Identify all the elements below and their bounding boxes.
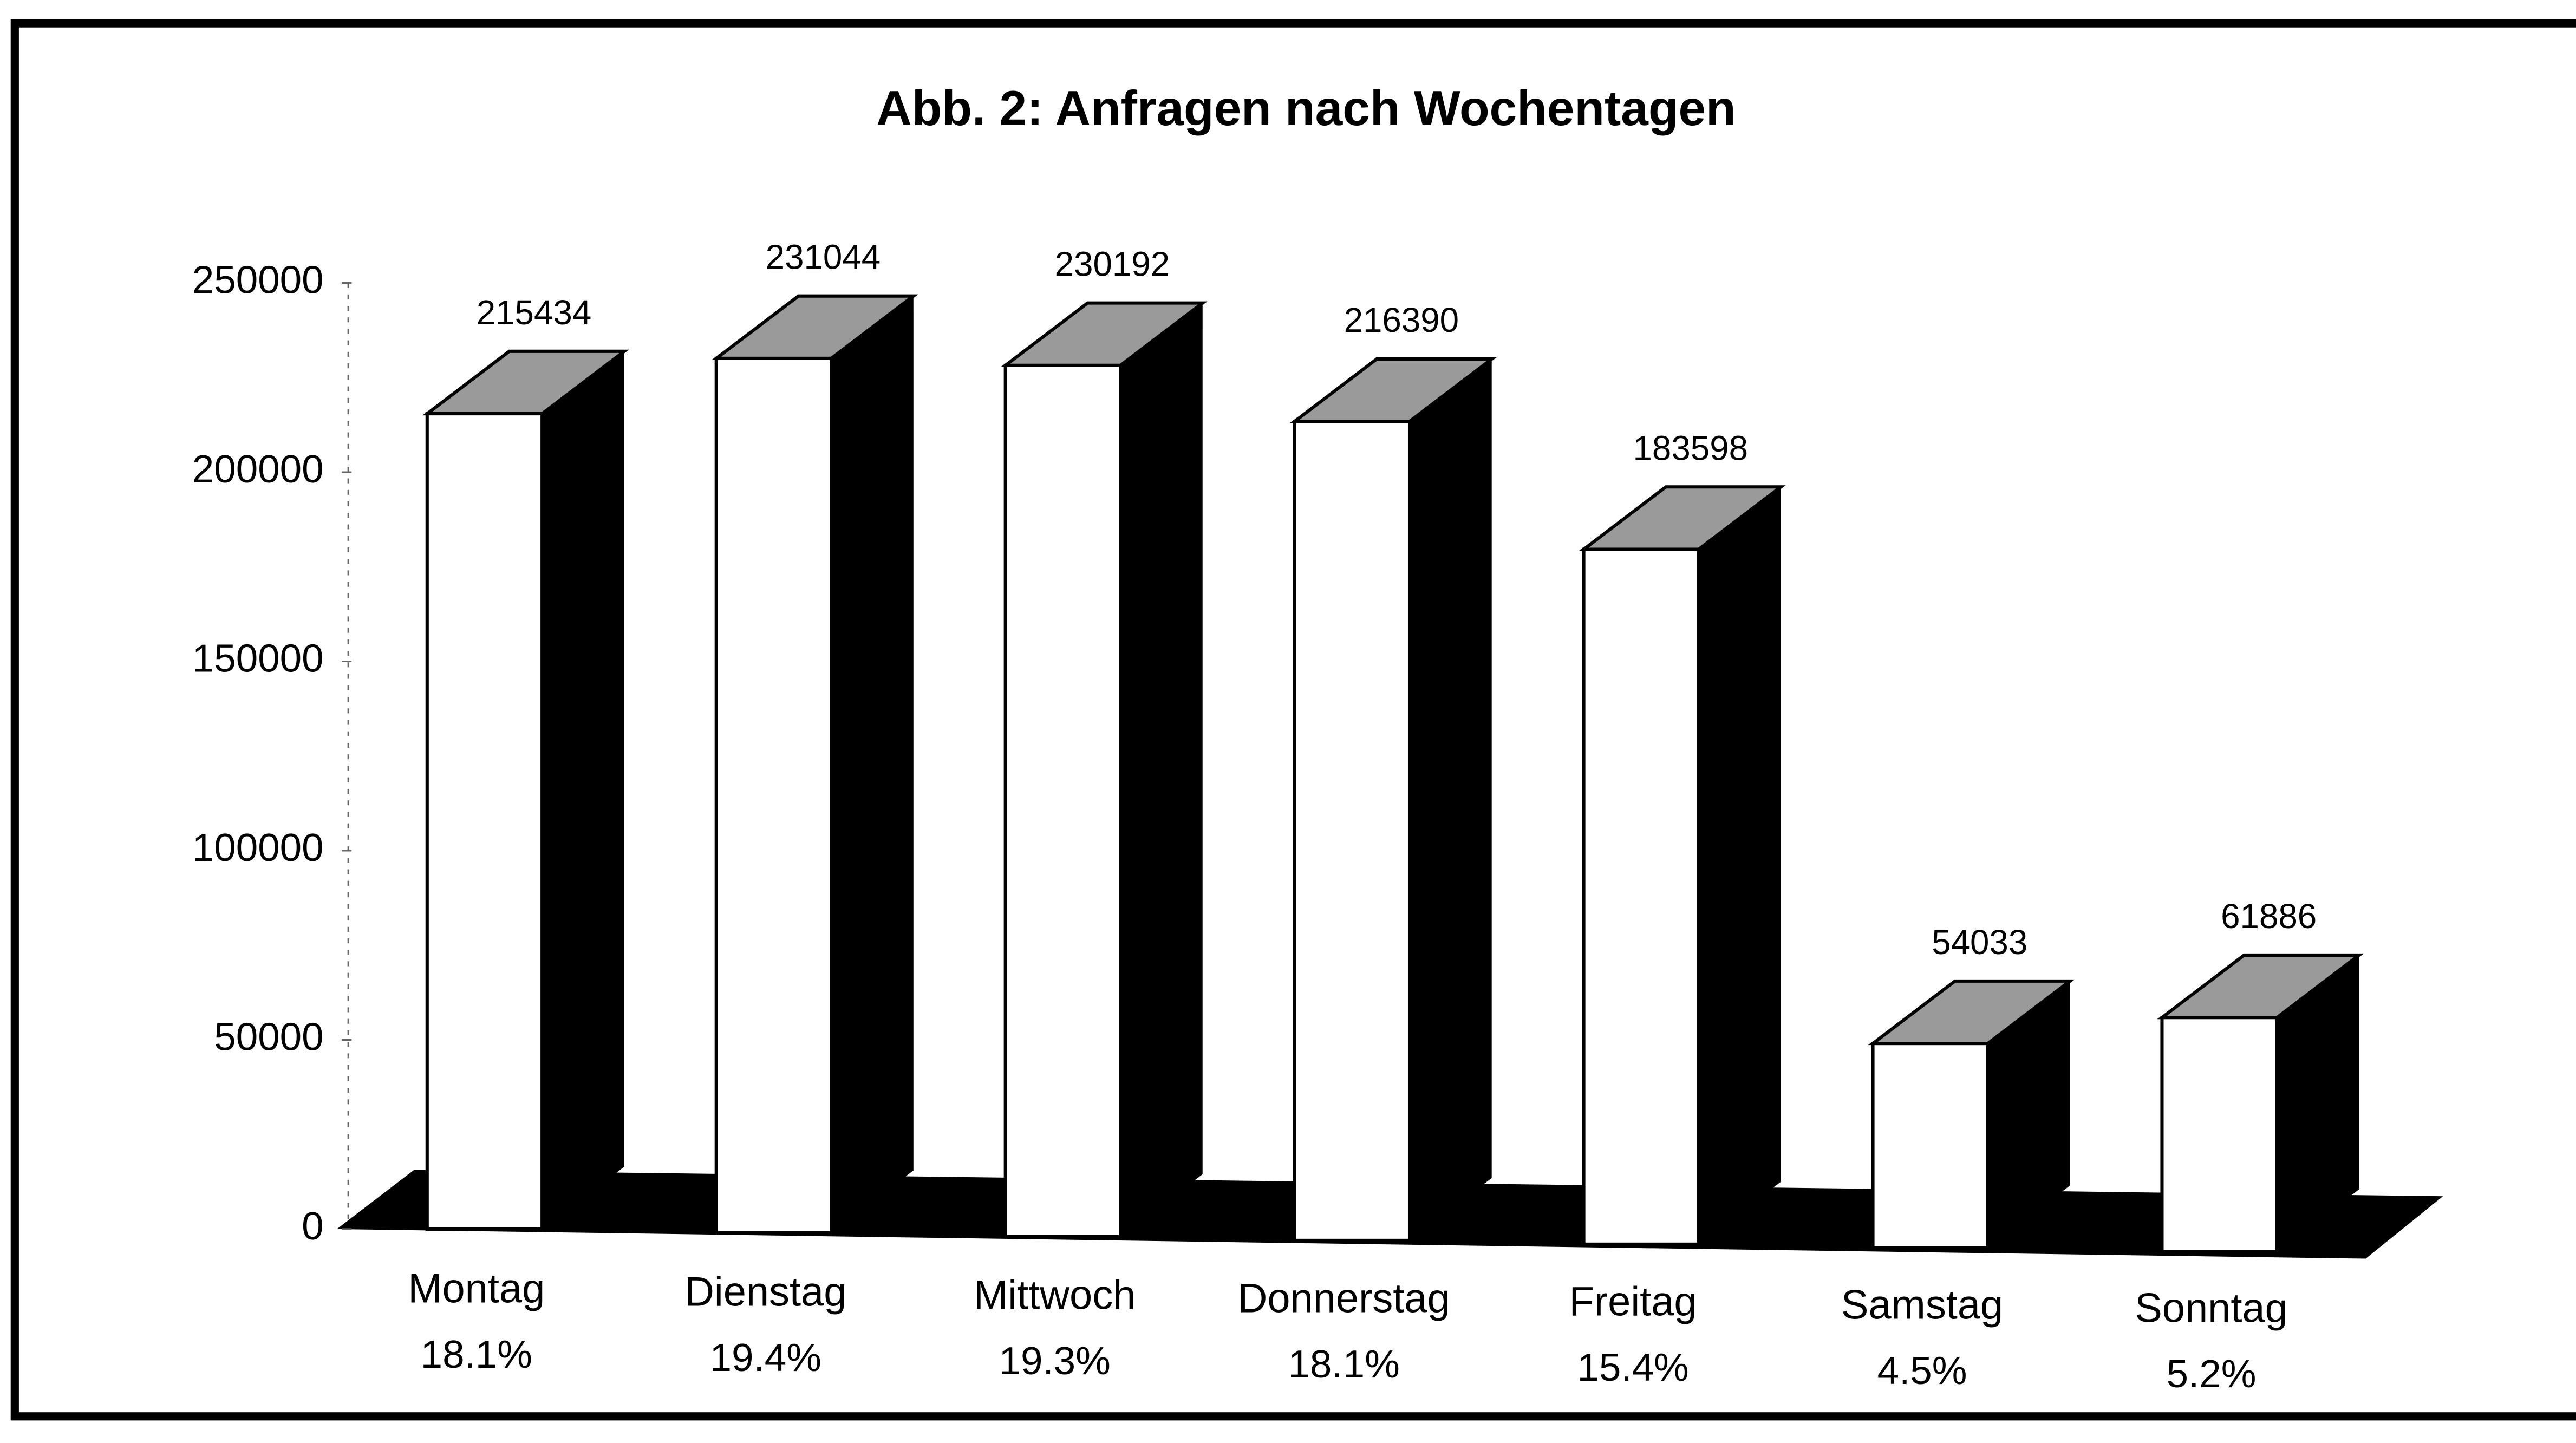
x-tick-label: Donnerstag <box>1238 1275 1450 1321</box>
bar <box>1293 420 1412 1242</box>
bar <box>1871 1042 1990 1250</box>
frame <box>10 19 2576 1421</box>
bar <box>1582 547 1700 1246</box>
value-label: 231044 <box>766 238 881 277</box>
category-note: 19.4% <box>710 1336 821 1380</box>
y-tick-label: 0 <box>302 1204 324 1248</box>
chart-title: Abb. 2: Anfragen nach Wochentagen <box>876 81 1736 136</box>
category-note: 5.2% <box>2167 1352 2257 1396</box>
bar-side <box>1120 303 1203 1237</box>
y-tick-label: 100000 <box>192 826 324 870</box>
value-label: 54033 <box>1932 923 2027 962</box>
bar-side <box>1698 487 1781 1244</box>
category-note: 15.4% <box>1577 1346 1688 1389</box>
category-note: 19.3% <box>999 1339 1110 1383</box>
x-tick-label: Sonntag <box>2135 1285 2288 1331</box>
bar <box>2160 1016 2279 1253</box>
y-tick-label: 200000 <box>192 447 324 491</box>
x-tick-label: Mittwoch <box>974 1272 1136 1318</box>
category-note: 18.1% <box>421 1333 532 1376</box>
y-tick-label: 250000 <box>192 258 324 302</box>
value-label: 215434 <box>477 293 592 332</box>
bar-side <box>1410 359 1492 1240</box>
value-label: 216390 <box>1344 301 1459 339</box>
bar-side <box>1987 981 2070 1248</box>
x-tick-label: Freitag <box>1569 1279 1697 1325</box>
x-tick-label: Dienstag <box>684 1269 846 1315</box>
y-tick-label: 150000 <box>192 637 324 681</box>
value-label: 183598 <box>1633 429 1749 467</box>
category-note: 18.1% <box>1288 1342 1399 1386</box>
bar <box>425 412 544 1231</box>
category-note: 4.5% <box>1877 1349 1967 1393</box>
bar <box>1003 363 1123 1238</box>
bar-side <box>831 296 914 1233</box>
value-label: 230192 <box>1055 245 1170 284</box>
x-tick-label: Samstag <box>1841 1282 2003 1328</box>
bar-side <box>542 351 624 1229</box>
y-tick-label: 50000 <box>214 1015 323 1059</box>
bar-side <box>2277 955 2359 1252</box>
bar <box>714 356 833 1235</box>
value-label: 61886 <box>2221 897 2317 936</box>
x-tick-label: Montag <box>408 1265 545 1311</box>
